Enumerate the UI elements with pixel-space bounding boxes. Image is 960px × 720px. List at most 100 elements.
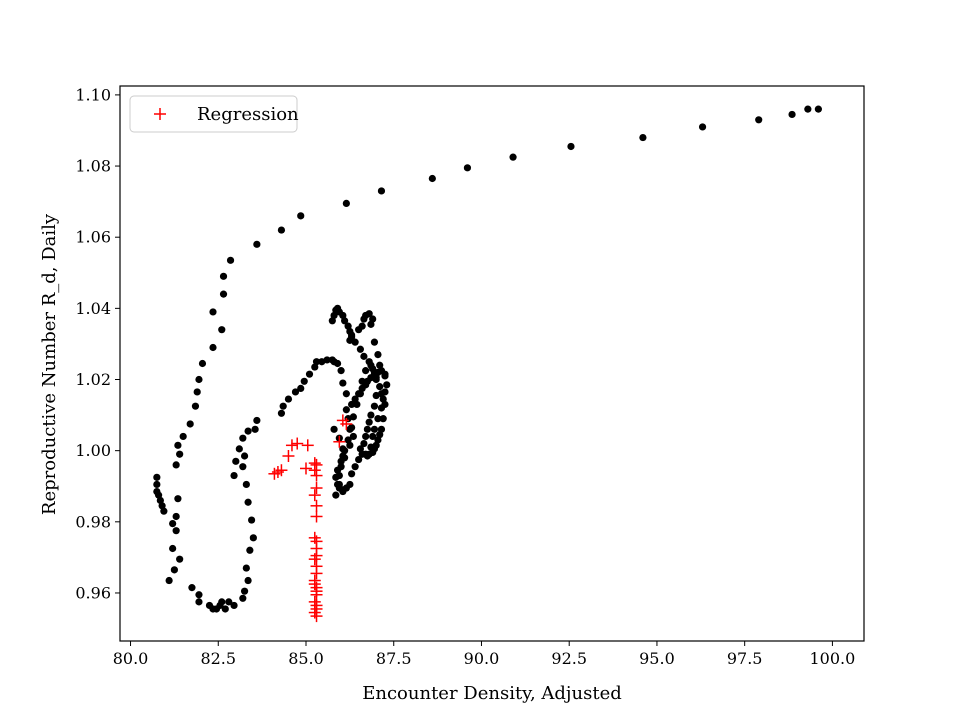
observed-point [179, 432, 187, 441]
y-tick-label: 1.08 [75, 157, 111, 176]
observed-point [355, 390, 363, 398]
regression-point [308, 578, 321, 591]
observed-point [174, 495, 182, 503]
observed-point [230, 471, 238, 480]
observed-point [312, 358, 321, 366]
observed-point [195, 591, 203, 599]
observed-point [509, 153, 517, 161]
observed-point [239, 434, 247, 442]
regression-point [308, 464, 321, 477]
observed-point [323, 356, 331, 364]
observed-point [367, 320, 375, 328]
observed-point [814, 105, 822, 113]
y-axis-label: Reproductive Number R_d, Daily [39, 213, 60, 515]
observed-point [251, 425, 259, 433]
y-axis-ticks: 0.96 0.98 1.00 1.02 1.04 1.06 1.08 1.10 [75, 85, 120, 602]
observed-point [174, 441, 182, 449]
regression-point [308, 489, 321, 502]
observed-point [351, 395, 359, 403]
regression-point [340, 417, 353, 430]
observed-point [372, 391, 380, 400]
y-tick-label: 1.00 [75, 441, 111, 460]
x-tick-label: 100.0 [810, 649, 856, 668]
observed-point [232, 457, 240, 465]
regression-point [285, 439, 298, 452]
observed-point [221, 605, 229, 613]
observed-point [377, 187, 386, 195]
y-tick-label: 1.06 [75, 228, 111, 247]
observed-point [374, 415, 382, 423]
observed-point [333, 480, 342, 489]
observed-point [186, 420, 194, 428]
observed-point [195, 598, 203, 606]
observed-point [244, 576, 252, 585]
observed-point [235, 445, 243, 453]
observed-point [383, 381, 391, 389]
observed-point [348, 400, 356, 409]
observed-point [804, 105, 812, 113]
regression-point [308, 553, 321, 566]
regression-point [310, 469, 323, 482]
observed-point [239, 594, 247, 602]
x-tick-label: 87.5 [376, 649, 412, 668]
x-axis-ticks: 80.0 82.5 85.0 87.5 90.0 92.5 95.0 97.5 100.0 [113, 641, 856, 668]
observed-point [242, 480, 250, 489]
observed-point [305, 370, 314, 378]
observed-point [369, 432, 377, 441]
observed-point [356, 445, 364, 453]
x-tick-label: 90.0 [464, 649, 500, 668]
observed-point [567, 142, 575, 151]
observed-point [193, 388, 201, 396]
observed-point [218, 598, 226, 606]
observed-point [209, 343, 217, 352]
observed-point [297, 384, 305, 393]
observed-point [788, 110, 796, 119]
regression-point [282, 450, 295, 462]
observed-point [240, 587, 249, 595]
y-tick-label: 0.96 [75, 583, 111, 602]
observed-point [160, 507, 168, 515]
observed-point [349, 432, 357, 441]
observed-point [277, 226, 286, 234]
observed-point [176, 450, 184, 458]
observed-point [249, 534, 257, 542]
observed-point [346, 480, 354, 489]
observed-point [188, 584, 196, 592]
observed-point [376, 383, 384, 391]
observed-point [639, 133, 647, 142]
legend: Regression [129, 95, 299, 133]
observed-point [165, 576, 173, 585]
x-tick-label: 82.5 [200, 649, 236, 668]
observed-point [755, 116, 763, 124]
observed-point [246, 546, 254, 554]
observed-point [244, 498, 252, 506]
observed-point [339, 379, 347, 387]
observed-point [253, 240, 261, 248]
observed-point [355, 455, 363, 464]
observed-point [339, 452, 347, 460]
observed-point [297, 212, 305, 220]
observed-point [348, 470, 356, 478]
observed-point [367, 411, 375, 419]
x-tick-label: 85.0 [288, 649, 324, 668]
observed-point [209, 308, 217, 316]
observed-point [169, 519, 177, 528]
observed-point [346, 441, 354, 449]
observed-point [153, 473, 161, 481]
observed-point [277, 409, 286, 417]
observed-point [330, 425, 338, 433]
regression-point [310, 458, 323, 471]
regression-point [310, 610, 323, 623]
y-tick-label: 1.02 [75, 370, 111, 389]
observed-point [248, 516, 256, 524]
observed-point [342, 390, 350, 398]
observed-point [360, 352, 368, 360]
observed-point [362, 432, 370, 441]
observed-series [153, 105, 822, 613]
legend-marker-regression [154, 108, 166, 120]
observed-point [332, 491, 340, 499]
observed-point [284, 395, 293, 403]
observed-point [381, 370, 389, 378]
observed-point [218, 326, 226, 334]
observed-point [191, 402, 200, 410]
